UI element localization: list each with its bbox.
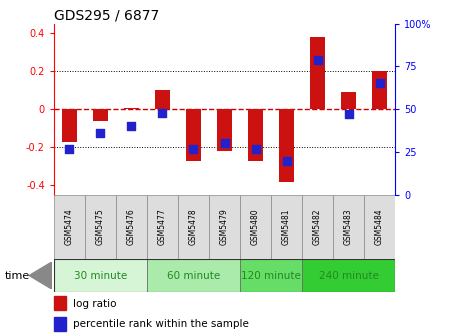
Bar xyxy=(62,109,77,141)
Bar xyxy=(341,92,357,109)
Text: GSM5474: GSM5474 xyxy=(65,208,74,245)
Bar xyxy=(271,195,302,259)
Text: time: time xyxy=(4,270,30,281)
Text: 30 minute: 30 minute xyxy=(74,270,127,281)
Point xyxy=(376,81,383,86)
Point xyxy=(345,112,352,117)
Text: GSM5476: GSM5476 xyxy=(127,208,136,245)
Bar xyxy=(279,109,294,181)
Text: 240 minute: 240 minute xyxy=(319,270,379,281)
Bar xyxy=(186,109,201,161)
Bar xyxy=(310,37,326,109)
Bar xyxy=(155,90,170,109)
Point xyxy=(252,146,259,151)
Bar xyxy=(92,109,108,121)
Bar xyxy=(217,109,232,151)
Point xyxy=(97,130,104,136)
Point xyxy=(159,110,166,115)
Bar xyxy=(54,259,147,292)
Bar xyxy=(54,296,66,310)
Point xyxy=(128,124,135,129)
Bar xyxy=(209,195,240,259)
Text: GSM5478: GSM5478 xyxy=(189,208,198,245)
Bar xyxy=(333,195,364,259)
Point xyxy=(190,146,197,151)
Polygon shape xyxy=(29,262,52,289)
Bar xyxy=(178,195,209,259)
Text: 120 minute: 120 minute xyxy=(241,270,301,281)
Bar xyxy=(54,195,85,259)
Text: 60 minute: 60 minute xyxy=(167,270,220,281)
Bar xyxy=(240,259,302,292)
Text: GSM5482: GSM5482 xyxy=(313,209,322,245)
Bar xyxy=(54,317,66,331)
Text: GSM5477: GSM5477 xyxy=(158,208,167,245)
Bar xyxy=(123,108,139,109)
Bar xyxy=(116,195,147,259)
Point xyxy=(221,141,228,146)
Text: GSM5475: GSM5475 xyxy=(96,208,105,245)
Point xyxy=(66,146,73,151)
Bar xyxy=(364,195,395,259)
Text: GSM5484: GSM5484 xyxy=(375,208,384,245)
Text: GDS295 / 6877: GDS295 / 6877 xyxy=(54,8,159,23)
Bar xyxy=(147,259,240,292)
Text: percentile rank within the sample: percentile rank within the sample xyxy=(73,319,249,329)
Bar xyxy=(302,259,395,292)
Text: GSM5481: GSM5481 xyxy=(282,209,291,245)
Text: GSM5479: GSM5479 xyxy=(220,208,229,245)
Bar xyxy=(85,195,116,259)
Bar xyxy=(240,195,271,259)
Point xyxy=(283,158,290,163)
Bar xyxy=(372,71,387,109)
Text: GSM5480: GSM5480 xyxy=(251,208,260,245)
Bar xyxy=(302,195,333,259)
Point xyxy=(314,57,321,62)
Bar xyxy=(147,195,178,259)
Bar xyxy=(248,109,263,161)
Text: log ratio: log ratio xyxy=(73,299,116,308)
Text: GSM5483: GSM5483 xyxy=(344,208,353,245)
